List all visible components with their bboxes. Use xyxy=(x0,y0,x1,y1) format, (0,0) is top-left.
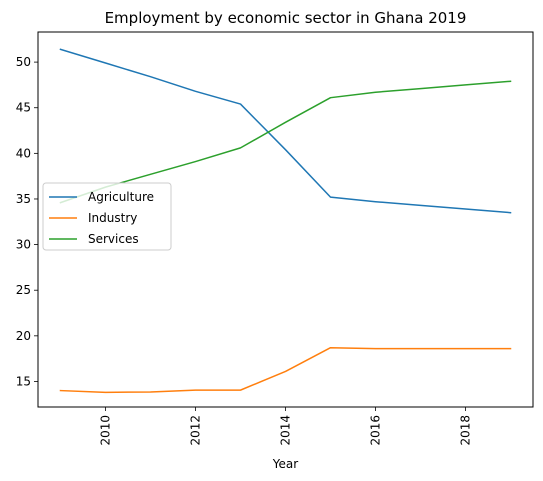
x-axis-ticks: 2010 2012 2014 2016 2018 xyxy=(99,407,473,446)
y-tick-label: 30 xyxy=(16,238,31,252)
y-tick-label: 40 xyxy=(16,146,31,160)
x-axis-label: Year xyxy=(272,457,298,471)
legend-label-services: Services xyxy=(88,232,139,246)
series-line-agriculture xyxy=(59,48,512,214)
x-tick-label: 2016 xyxy=(369,415,383,446)
y-tick-label: 45 xyxy=(16,101,31,115)
series-line-services xyxy=(59,80,512,204)
x-tick-label: 2018 xyxy=(459,415,473,446)
y-axis-ticks: 15 20 25 30 35 40 45 50 xyxy=(16,55,38,388)
x-tick-label: 2010 xyxy=(99,415,113,446)
legend: Agriculture Industry Services xyxy=(42,182,172,251)
legend-label-agriculture: Agriculture xyxy=(88,190,154,204)
legend-label-industry: Industry xyxy=(88,211,137,225)
y-tick-label: 15 xyxy=(16,374,31,388)
x-tick-label: 2014 xyxy=(279,415,293,446)
x-tick-label: 2012 xyxy=(189,415,203,446)
series-line-industry xyxy=(59,346,512,394)
y-tick-label: 20 xyxy=(16,329,31,343)
y-tick-label: 25 xyxy=(16,283,31,297)
chart-title: Employment by economic sector in Ghana 2… xyxy=(105,9,467,27)
y-tick-label: 35 xyxy=(16,192,31,206)
y-tick-label: 50 xyxy=(16,55,31,69)
legend-box xyxy=(42,182,172,251)
series-layer xyxy=(59,48,512,394)
